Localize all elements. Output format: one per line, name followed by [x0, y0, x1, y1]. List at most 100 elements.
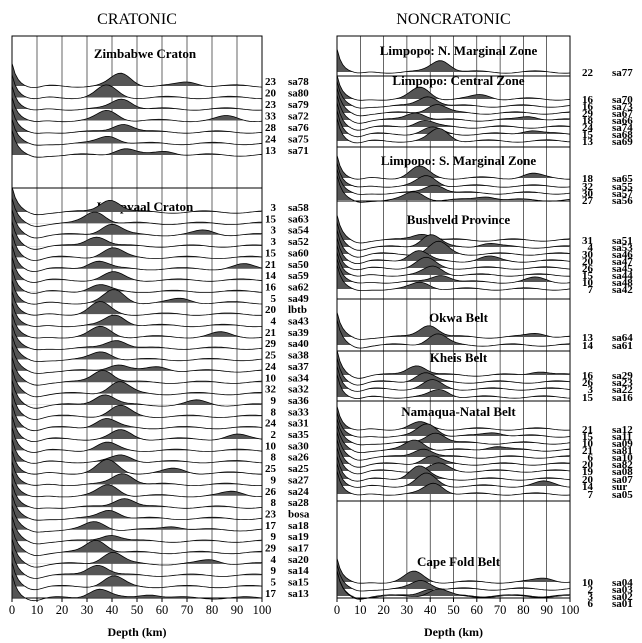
- trace-line-64: [336, 350, 571, 379]
- right-tick-label-0: 0: [334, 603, 340, 617]
- trace-line-31: [11, 461, 263, 486]
- trace-count-label: 15: [582, 431, 594, 443]
- station-id-label: sa11: [612, 431, 632, 443]
- trace-line-45: [336, 87, 571, 117]
- trace-count-label: 26: [265, 486, 277, 498]
- trace-line-37: [11, 527, 263, 557]
- trace-count-label: 27: [582, 195, 594, 207]
- left-tick-label-1: 10: [31, 603, 44, 617]
- region-title: Limpopo: Central Zone: [392, 73, 524, 88]
- station-id-label: sa79: [288, 99, 309, 111]
- station-id-label: sa35: [288, 429, 309, 441]
- trace-count-label: 23: [265, 99, 277, 111]
- trace-count-label: 14: [582, 481, 594, 493]
- trace-line-48: [336, 110, 571, 138]
- trace-line-38: [11, 538, 262, 568]
- station-id-label: sa57: [612, 188, 633, 200]
- station-id-label: sa20: [288, 554, 309, 566]
- station-id-label: sa03: [612, 584, 633, 596]
- trace-count-label: 16: [582, 370, 594, 382]
- station-id-label: sa66: [612, 115, 633, 127]
- trace-count-label: 21: [582, 424, 593, 436]
- trace-count-label: 16: [582, 94, 594, 106]
- trace-line-29: [11, 438, 263, 464]
- station-id-label: sa34: [288, 372, 309, 384]
- station-id-label: sa52: [288, 236, 309, 248]
- trace-count-label: 3: [588, 591, 594, 603]
- station-id-label: sa76: [288, 122, 309, 134]
- trace-count-label: 4: [588, 242, 594, 254]
- trace-line-54: [336, 214, 571, 244]
- trace-count-label: 10: [582, 577, 594, 589]
- trace-line-0: [11, 63, 263, 89]
- trace-line-22: [11, 356, 263, 386]
- station-id-label: sa64: [612, 332, 633, 344]
- trace-line-2: [11, 85, 263, 111]
- station-id-label: sa58: [288, 202, 309, 214]
- trace-line-71: [336, 424, 571, 453]
- left-x-axis-label: Depth (km): [108, 625, 167, 639]
- trace-line-47: [336, 102, 571, 131]
- left-tick-label-7: 70: [181, 603, 194, 617]
- trace-line-49: [336, 117, 571, 144]
- trace-count-label: 30: [582, 188, 594, 200]
- region-title: Kheis Belt: [430, 350, 488, 365]
- trace-line-81: [336, 570, 570, 600]
- trace-line-42: [336, 48, 571, 74]
- trace-line-35: [11, 504, 263, 533]
- station-id-label: sa48: [612, 277, 633, 289]
- left-tick-label-10: 100: [253, 603, 272, 617]
- trace-count-label: 7: [588, 284, 594, 296]
- trace-count-label: 33: [265, 111, 277, 123]
- station-id-label: sa68: [612, 129, 633, 141]
- trace-count-label: 15: [265, 213, 277, 225]
- right-tick-label-6: 60: [471, 603, 484, 617]
- cratonic-header: CRATONIC: [97, 11, 177, 28]
- station-id-label: sa55: [612, 181, 633, 193]
- station-id-label: sa18: [288, 520, 309, 532]
- trace-fill-76: [337, 463, 570, 486]
- station-id-label: sa47: [612, 256, 633, 268]
- station-id-label: sa80: [288, 88, 309, 100]
- station-id-label: sa17: [288, 543, 309, 555]
- trace-count-label: 18: [582, 115, 594, 127]
- trace-count-label: 9: [271, 395, 277, 407]
- trace-count-label: 15: [582, 129, 594, 141]
- trace-line-11: [11, 233, 263, 261]
- trace-count-label: 8: [271, 452, 277, 464]
- trace-line-19: [11, 323, 263, 351]
- trace-line-30: [11, 450, 262, 475]
- trace-line-13: [11, 256, 263, 283]
- trace-count-label: 24: [582, 122, 594, 134]
- station-id-label: sa53: [612, 242, 633, 254]
- station-id-label: sa16: [612, 392, 633, 404]
- trace-line-62: [336, 311, 571, 340]
- station-id-label: sa09: [612, 438, 633, 450]
- trace-count-label: 24: [265, 418, 277, 430]
- station-id-label: sa45: [612, 263, 633, 275]
- trace-count-label: 3: [271, 225, 277, 237]
- station-id-label: sa59: [288, 270, 309, 282]
- station-id-label: sa26: [288, 452, 309, 464]
- station-id-label: sa01: [612, 598, 633, 610]
- trace-count-label: 13: [265, 145, 277, 157]
- station-id-label: sa54: [288, 225, 309, 237]
- region-title: Limpopo: N. Marginal Zone: [380, 43, 538, 58]
- trace-line-12: [11, 244, 263, 273]
- trace-line-72: [336, 431, 570, 461]
- station-id-label: sa23: [612, 377, 633, 389]
- station-id-label: sa30: [288, 440, 309, 452]
- trace-count-label: 16: [582, 101, 594, 113]
- trace-line-5: [11, 119, 263, 146]
- station-id-label: sa44: [612, 270, 633, 282]
- trace-count-label: 3: [271, 236, 277, 248]
- station-id-label: sa56: [612, 195, 633, 207]
- right-tick-label-8: 80: [517, 603, 530, 617]
- trace-count-label: 8: [271, 497, 277, 509]
- trace-count-label: 6: [588, 452, 594, 464]
- trace-count-label: 9: [271, 565, 277, 577]
- trace-line-25: [11, 391, 263, 420]
- station-id-label: sa77: [612, 67, 633, 79]
- station-id-label: sa05: [612, 489, 633, 501]
- trace-count-label: 24: [265, 361, 277, 373]
